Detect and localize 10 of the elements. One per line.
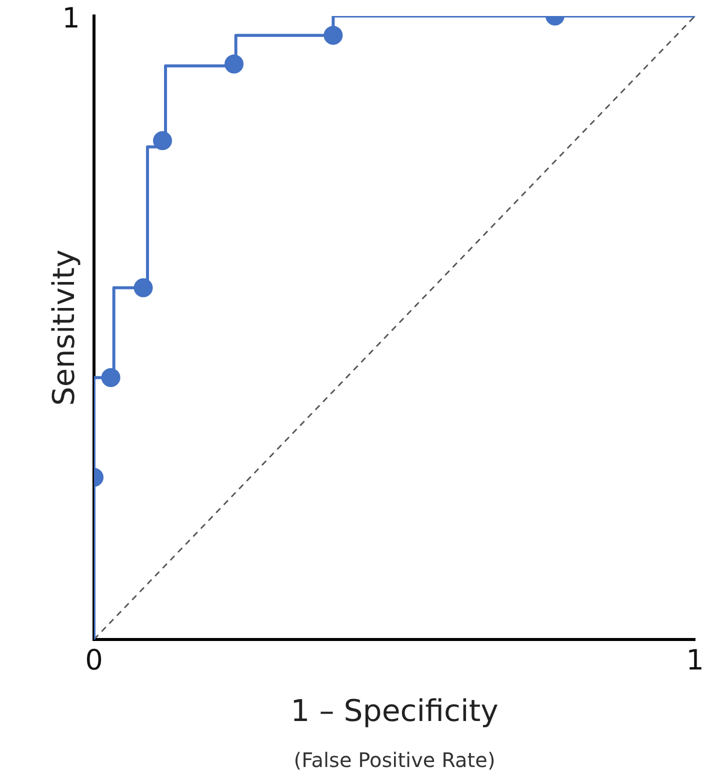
y-axis-title: Sensitivity bbox=[46, 250, 82, 406]
point bbox=[134, 278, 153, 298]
text: 1 bbox=[62, 1, 80, 34]
point bbox=[224, 54, 244, 74]
point bbox=[153, 131, 172, 150]
x-tick-label: 0 bbox=[85, 643, 103, 676]
x-axis-title: 1 – Specificity bbox=[290, 694, 498, 729]
point bbox=[101, 368, 120, 388]
text: (False Positive Rate) bbox=[294, 748, 496, 772]
point bbox=[324, 26, 343, 45]
